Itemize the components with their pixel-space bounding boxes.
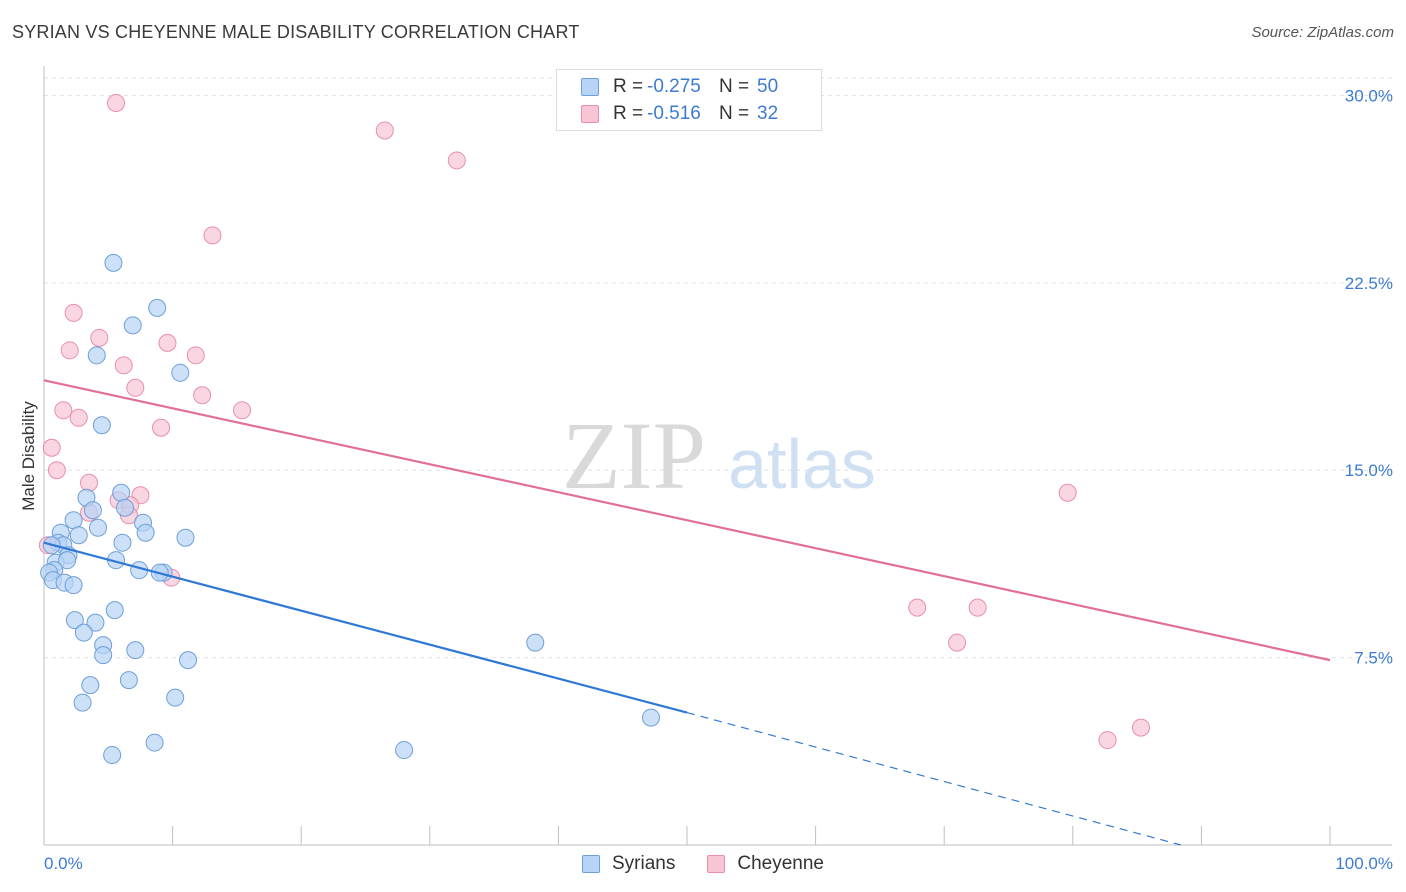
cheyenne-swatch-icon xyxy=(581,105,599,123)
syrians-point xyxy=(119,671,138,690)
axes xyxy=(43,66,1392,846)
x-tick-labels: 0.0% 100.0% xyxy=(44,854,1393,873)
y-tick-labels: 7.5% 15.0% 22.5% 30.0% xyxy=(1345,86,1393,667)
cheyenne-point xyxy=(114,356,133,375)
legend-label-cheyenne: Cheyenne xyxy=(737,853,824,874)
syrians-trend-line xyxy=(43,541,688,714)
y-tick-label: 15.0% xyxy=(1345,461,1393,480)
n-label: N = xyxy=(719,103,750,124)
syrians-point xyxy=(86,613,105,632)
cheyenne-point xyxy=(80,473,99,492)
watermark-zip: ZIP xyxy=(562,402,706,509)
cheyenne-point xyxy=(1131,718,1150,737)
r-label: R = xyxy=(613,103,644,124)
syrians-point xyxy=(166,688,185,707)
syrians-point xyxy=(126,641,145,660)
x-tick-label: 100.0% xyxy=(1335,854,1393,873)
y-tick-label: 7.5% xyxy=(1354,649,1393,668)
syrians-point xyxy=(105,601,124,620)
syrians-point xyxy=(89,518,108,537)
cheyenne-point xyxy=(126,378,145,397)
r-label: R = xyxy=(613,76,644,97)
legend-item-cheyenne[interactable]: Cheyenne xyxy=(707,853,824,875)
cheyenne-point xyxy=(948,633,967,652)
n-value: 32 xyxy=(757,103,779,124)
cheyenne-point xyxy=(1098,731,1117,750)
syrians-point xyxy=(641,708,660,727)
cheyenne-point xyxy=(908,598,927,617)
syrians-point xyxy=(81,676,100,695)
legend-stats: R = -0.275 N = 50 R = -0.516 N = 32 xyxy=(556,69,822,131)
syrians-point xyxy=(179,651,198,670)
cheyenne-point xyxy=(47,461,66,480)
y-tick-label: 22.5% xyxy=(1345,274,1393,293)
syrians-point xyxy=(58,551,77,570)
syrians-point xyxy=(112,483,131,502)
n-value: 50 xyxy=(757,76,779,97)
syrians-point xyxy=(65,611,84,630)
syrians-swatch-icon xyxy=(582,855,600,873)
cheyenne-point xyxy=(203,226,222,245)
cheyenne-point xyxy=(158,333,177,352)
x-tick-label: 0.0% xyxy=(44,854,83,873)
cheyenne-point xyxy=(1058,483,1077,502)
legend-row-cheyenne: R = -0.516 N = 32 xyxy=(581,102,797,126)
syrians-point xyxy=(73,693,92,712)
syrians-point xyxy=(148,298,167,317)
syrians-point xyxy=(171,363,190,382)
syrians-point xyxy=(113,533,132,552)
cheyenne-point xyxy=(152,418,171,437)
syrians-point xyxy=(136,523,155,542)
syrians-swatch-icon xyxy=(581,78,599,96)
cheyenne-point xyxy=(90,328,109,347)
cheyenne-point xyxy=(233,401,252,420)
syrians-point xyxy=(64,511,83,530)
cheyenne-point xyxy=(375,121,394,140)
trend-lines xyxy=(43,379,1331,846)
cheyenne-trend-line xyxy=(43,379,1331,662)
legend-series: Syrians Cheyenne xyxy=(0,852,1406,876)
syrians-point xyxy=(526,633,545,652)
r-value: -0.275 xyxy=(647,76,701,97)
cheyenne-point xyxy=(447,151,466,170)
n-label: N = xyxy=(719,76,750,97)
cheyenne-point xyxy=(60,341,79,360)
legend-label-syrians: Syrians xyxy=(612,853,676,874)
y-axis-label: Male Disability xyxy=(19,401,38,511)
syrians-point xyxy=(87,346,106,365)
syrians-point xyxy=(103,746,122,765)
source-label: Source: ZipAtlas.com xyxy=(1251,24,1394,41)
syrians-point xyxy=(94,646,113,665)
syrians-point xyxy=(395,741,414,760)
syrians-point xyxy=(123,316,142,335)
syrians-point xyxy=(92,416,111,435)
cheyenne-point xyxy=(107,93,126,112)
legend-row-syrians: R = -0.275 N = 50 xyxy=(581,75,797,99)
syrians-trend-extension xyxy=(686,712,1182,846)
cheyenne-point xyxy=(54,401,73,420)
syrians-point xyxy=(104,253,123,272)
syrians-point xyxy=(83,501,102,520)
chart-title: SYRIAN VS CHEYENNE MALE DISABILITY CORRE… xyxy=(12,22,580,42)
grid-lines xyxy=(44,77,1392,659)
syrians-point xyxy=(116,498,135,517)
cheyenne-point xyxy=(186,346,205,365)
cheyenne-point xyxy=(64,303,83,322)
syrians-point xyxy=(145,733,164,752)
cheyenne-point xyxy=(968,598,987,617)
cheyenne-point xyxy=(193,386,212,405)
cheyenne-point xyxy=(42,438,61,457)
watermark: ZIP atlas xyxy=(562,402,876,509)
syrians-point xyxy=(64,576,83,595)
cheyenne-swatch-icon xyxy=(707,855,726,873)
r-value: -0.516 xyxy=(647,103,701,124)
syrians-point xyxy=(176,528,195,547)
syrians-point xyxy=(74,623,93,642)
watermark-atlas: atlas xyxy=(728,425,876,503)
cheyenne-point xyxy=(69,408,88,427)
legend-item-syrians[interactable]: Syrians xyxy=(582,853,675,875)
syrians-point xyxy=(69,526,88,545)
y-tick-label: 30.0% xyxy=(1345,86,1393,105)
